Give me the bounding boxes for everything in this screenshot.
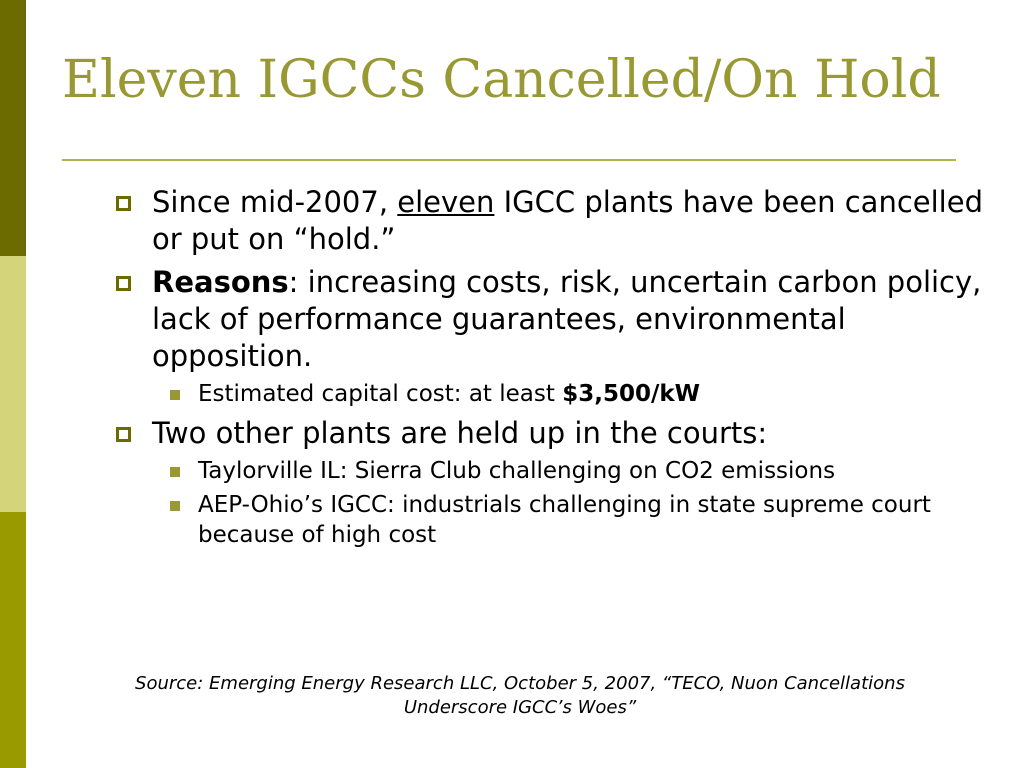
source-citation: Source: Emerging Energy Research LLC, Oc… xyxy=(135,673,905,718)
subbullet-taylorville: Taylorville IL: Sierra Club challenging … xyxy=(162,456,996,486)
subbullet-taylorville-text: Taylorville IL: Sierra Club challenging … xyxy=(198,458,836,484)
bullet-courts: Two other plants are held up in the cour… xyxy=(116,415,996,452)
bullet-1-post: IGCC plants have been cancelled or put o… xyxy=(152,185,983,256)
hollow-square-icon xyxy=(116,196,131,211)
bullet-eleven-plants: Since mid-2007, eleven IGCC plants have … xyxy=(116,184,996,258)
title-underline-rule xyxy=(62,159,956,161)
side-stripe-light xyxy=(0,256,26,512)
slide-body: Since mid-2007, eleven IGCC plants have … xyxy=(116,184,996,550)
filled-square-icon xyxy=(170,501,180,511)
bullet-1-pre: Since mid-2007, xyxy=(152,185,398,219)
bullet-3-text: Two other plants are held up in the cour… xyxy=(152,416,768,450)
hollow-square-icon xyxy=(116,427,131,442)
bullet-reasons: Reasons: increasing costs, risk, uncerta… xyxy=(116,264,996,375)
bullet-2-text: : increasing costs, risk, uncertain carb… xyxy=(152,265,982,373)
filled-square-icon xyxy=(170,390,180,400)
subbullet-capital-cost-value: $3,500/kW xyxy=(562,381,701,407)
bullet-1-emphasis: eleven xyxy=(397,185,495,219)
bullet-2-bold: Reasons xyxy=(152,265,289,299)
filled-square-icon xyxy=(170,467,180,477)
hollow-square-icon xyxy=(116,276,131,291)
subbullet-capital-cost-text: Estimated capital cost: at least xyxy=(198,381,563,407)
side-stripe-dark xyxy=(0,0,26,256)
subbullet-capital-cost: Estimated capital cost: at least $3,500/… xyxy=(162,379,996,409)
subbullet-aep-ohio-text: AEP-Ohio’s IGCC: industrials challenging… xyxy=(198,492,931,548)
side-stripe-olive xyxy=(0,512,26,768)
slide-title: Eleven IGCCs Cancelled/On Hold xyxy=(62,50,941,110)
subbullet-aep-ohio: AEP-Ohio’s IGCC: industrials challenging… xyxy=(162,490,996,550)
